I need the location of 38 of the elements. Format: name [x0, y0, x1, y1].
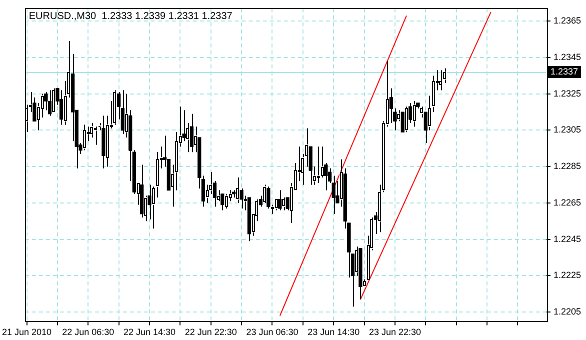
y-tick-label: 1.2225	[553, 270, 582, 280]
x-tick-label: 21 Jun 2010	[2, 327, 52, 338]
candlestick	[278, 190, 282, 211]
y-tick-label: 1.2285	[553, 161, 582, 172]
x-tick-label: 23 Jun 22:30	[368, 327, 421, 338]
y-tick-label: 1.2245	[553, 234, 582, 244]
candlestick	[282, 197, 286, 211]
x-tick-label: 23 Jun 06:30	[246, 327, 298, 338]
y-tick-label: 1.2365	[553, 16, 582, 26]
x-tick-label: 22 Jun 14:30	[123, 327, 176, 338]
y-tick-label: 1.2265	[553, 197, 582, 208]
candlestick	[274, 198, 278, 211]
y-tick-label: 1.2305	[553, 124, 582, 135]
x-tick-label: 22 Jun 22:30	[184, 327, 237, 338]
y-tick-label: 1.2345	[553, 52, 582, 62]
candlestick	[236, 177, 240, 204]
candlestick	[52, 88, 56, 113]
ref-line-label: 1.2337	[550, 66, 578, 77]
candlestick	[113, 90, 117, 126]
y-tick-label: 1.2205	[553, 306, 582, 317]
candlestick	[82, 124, 86, 151]
candlestick	[148, 184, 152, 220]
candlestick	[105, 115, 110, 168]
candlestick	[94, 126, 98, 146]
candlestick	[350, 253, 355, 308]
chart-title: EURUSD.,M30 1.2333 1.2339 1.2331 1.2337	[28, 11, 233, 22]
candlestick	[412, 100, 416, 128]
candlestick	[316, 146, 320, 184]
candlestick	[48, 90, 52, 116]
x-tick-label: 22 Jun 06:30	[62, 327, 114, 338]
candlestick	[190, 113, 194, 153]
candlestick	[439, 70, 443, 91]
x-tick-label: 23 Jun 14:30	[308, 327, 360, 338]
candlestick	[240, 188, 244, 209]
candlestick	[224, 193, 228, 209]
y-tick-label: 1.2325	[553, 88, 582, 98]
candlestick	[404, 106, 408, 133]
candlestick	[90, 122, 94, 138]
